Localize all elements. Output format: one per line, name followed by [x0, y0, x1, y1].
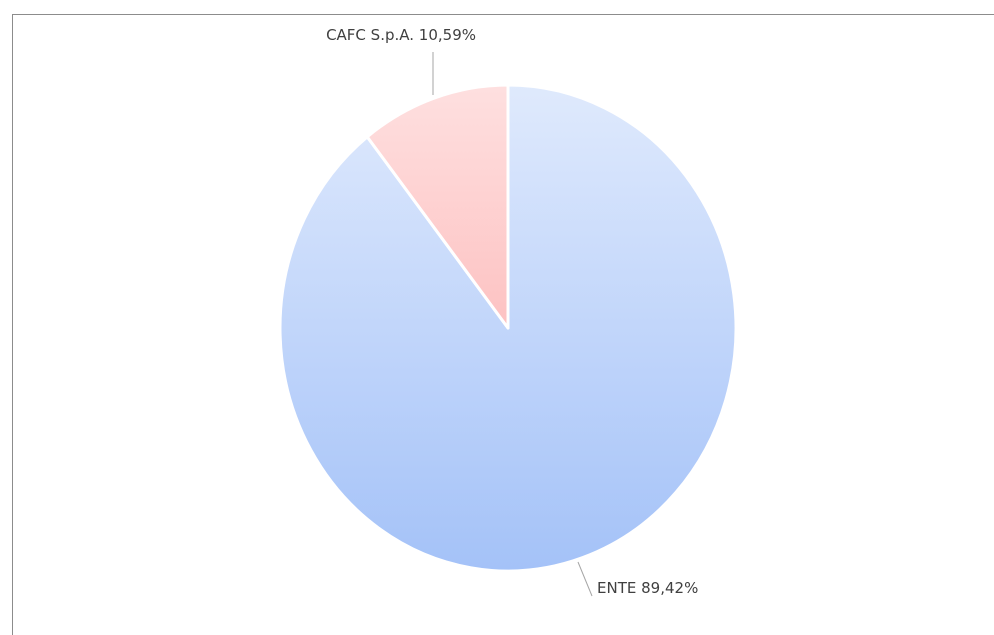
value-label: 10,59% — [419, 26, 476, 44]
data-label: CAFC S.p.A. 10,59% — [326, 26, 476, 44]
data-label: ENTE 89,42% — [597, 579, 698, 597]
category-label: CAFC S.p.A. — [326, 26, 414, 44]
pie-slice — [365, 83, 510, 330]
value-label: 89,42% — [641, 579, 698, 597]
leader-line — [577, 561, 593, 597]
category-label: ENTE — [597, 579, 636, 597]
